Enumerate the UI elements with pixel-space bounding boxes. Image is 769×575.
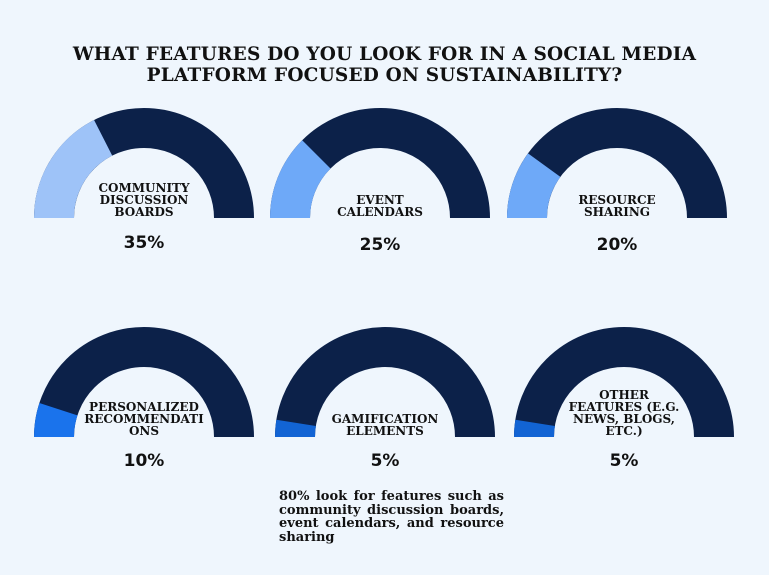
gauge-value-arc (34, 403, 78, 438)
gauge-category-label: GAMIFICATION (332, 412, 439, 426)
gauge-value-label: 25% (360, 235, 401, 255)
gauge-track (275, 327, 495, 438)
gauge-value-label: 35% (124, 233, 165, 253)
gauge-value-arc (275, 419, 316, 438)
chart-title: WHAT FEATURES DO YOU LOOK FOR IN A SOCIA… (0, 44, 769, 86)
gauge-category-label: PERSONALIZED (89, 400, 199, 414)
gauge-category-label: EVENT (356, 193, 404, 207)
gauge-value-label: 5% (371, 451, 400, 471)
gauge-value-label: 20% (597, 235, 638, 255)
gauge-category-label: DISCUSSION (100, 193, 189, 207)
gauge-value-arc (270, 140, 332, 219)
gauge-category-label: ETC.) (605, 424, 642, 438)
gauge-category-label: CALENDARS (337, 205, 423, 219)
gauge-category-label: SHARING (584, 205, 650, 219)
gauge-value-label: 5% (610, 451, 639, 471)
gauge-category-label: ONS (129, 424, 159, 438)
gauge-category-label: FEATURES (E.G. (569, 400, 680, 414)
gauge-value-arc (34, 119, 113, 219)
gauge-category-label: RESOURCE (578, 193, 655, 207)
gauge-value-arc (507, 153, 561, 219)
gauge-track (514, 327, 734, 438)
chart-title-line-2: PLATFORM FOCUSED ON SUSTAINABILITY? (146, 65, 623, 86)
gauge-category-label: ELEMENTS (346, 424, 424, 438)
footnote: 80% look for features such as community … (279, 489, 504, 545)
gauge-value-arc (514, 419, 555, 438)
gauge-category-label: OTHER (599, 388, 650, 402)
gauge-track (34, 327, 254, 438)
chart-title-line-1: WHAT FEATURES DO YOU LOOK FOR IN A SOCIA… (72, 44, 697, 65)
gauge-category-label: NEWS, BLOGS, (573, 412, 675, 426)
gauge-category-label: BOARDS (114, 205, 173, 219)
gauge-category-label: COMMUNITY (98, 181, 190, 195)
gauge-category-label: RECOMMENDATI (84, 412, 204, 426)
gauge-value-label: 10% (124, 451, 165, 471)
